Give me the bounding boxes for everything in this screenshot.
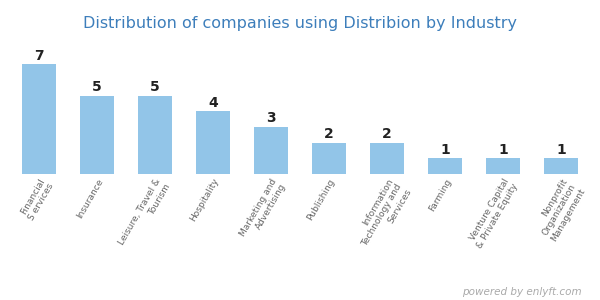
Bar bbox=[137, 96, 172, 174]
Text: 5: 5 bbox=[92, 80, 102, 94]
Bar bbox=[254, 127, 289, 174]
Bar bbox=[544, 158, 578, 174]
Text: powered by enlyft.com: powered by enlyft.com bbox=[463, 287, 582, 297]
Text: 1: 1 bbox=[556, 143, 566, 157]
Text: 2: 2 bbox=[324, 127, 334, 141]
Bar bbox=[196, 111, 230, 174]
Text: 7: 7 bbox=[34, 49, 44, 63]
Text: 3: 3 bbox=[266, 111, 276, 125]
Text: 1: 1 bbox=[498, 143, 508, 157]
Text: 2: 2 bbox=[382, 127, 392, 141]
Text: 1: 1 bbox=[440, 143, 450, 157]
Text: 5: 5 bbox=[150, 80, 160, 94]
Bar bbox=[370, 142, 404, 174]
Bar bbox=[428, 158, 463, 174]
Bar bbox=[485, 158, 520, 174]
Bar bbox=[80, 96, 115, 174]
Bar bbox=[311, 142, 346, 174]
Bar bbox=[22, 64, 56, 174]
Text: 4: 4 bbox=[208, 96, 218, 110]
Title: Distribution of companies using Distribion by Industry: Distribution of companies using Distribi… bbox=[83, 16, 517, 31]
